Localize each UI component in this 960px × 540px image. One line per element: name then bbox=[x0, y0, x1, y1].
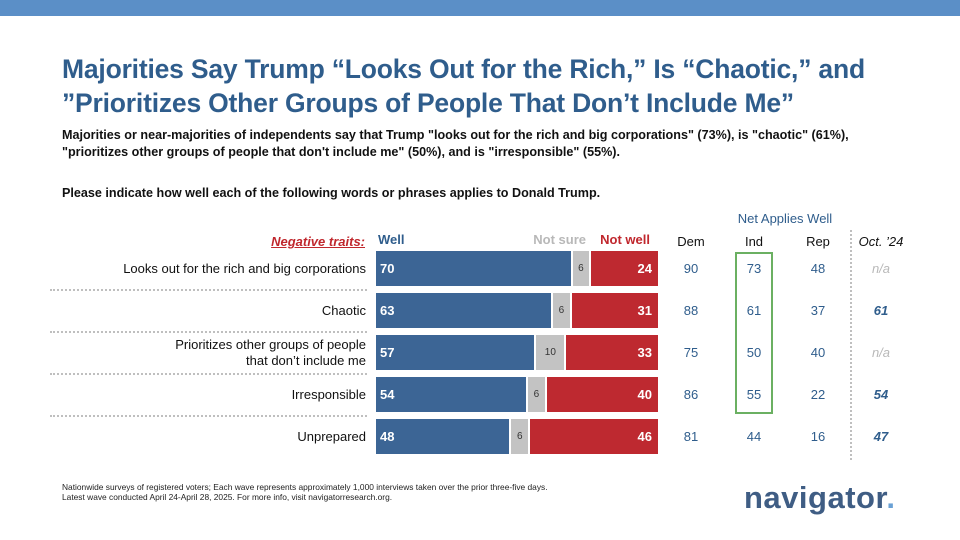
category-label-line: Chaotic bbox=[321, 302, 366, 318]
bar-not-well bbox=[591, 251, 658, 286]
legend-not-well: Not well bbox=[600, 232, 650, 247]
category-label-line: Looks out for the rich and big corporati… bbox=[123, 260, 366, 276]
bar-label-not-well: 40 bbox=[637, 387, 652, 402]
bar-not-sure bbox=[528, 377, 545, 412]
column-divider bbox=[850, 230, 852, 460]
negative-traits-label: Negative traits: bbox=[271, 234, 365, 249]
row-separator bbox=[50, 415, 367, 417]
net-value-rep: 48 bbox=[810, 261, 826, 276]
net-value-oct: 54 bbox=[873, 387, 889, 402]
title-line-1: Majorities Say Trump “Looks Out for the … bbox=[62, 54, 865, 84]
col-header-dem: Dem bbox=[677, 234, 705, 249]
top-band bbox=[0, 0, 960, 16]
category-label-line: that don’t include me bbox=[246, 352, 366, 368]
bar-label-well: 63 bbox=[380, 303, 395, 318]
net-value-dem: 90 bbox=[683, 261, 699, 276]
bar-label-well: 70 bbox=[380, 261, 395, 276]
net-value-ind: 50 bbox=[746, 345, 762, 360]
net-value-oct: n/a bbox=[871, 345, 891, 360]
bar-not-well bbox=[546, 377, 658, 412]
navigator-logo: navigator. bbox=[744, 480, 896, 515]
bar-not-well bbox=[571, 293, 658, 328]
net-value-rep: 22 bbox=[810, 387, 826, 402]
title-line-2: ”Prioritizes Other Groups of People That… bbox=[62, 88, 794, 118]
net-value-dem: 75 bbox=[683, 345, 699, 360]
footnote-line-1: Nationwide surveys of registered voters;… bbox=[62, 482, 548, 492]
bar-label-not-well: 24 bbox=[637, 261, 652, 276]
row-separator bbox=[50, 373, 367, 375]
net-value-dem: 88 bbox=[683, 303, 699, 318]
bar-well bbox=[376, 335, 535, 370]
category-label-line: Irresponsible bbox=[291, 386, 366, 402]
bar-label-well: 57 bbox=[380, 345, 395, 360]
row-separator bbox=[50, 331, 367, 333]
ind-highlight-box bbox=[735, 252, 773, 414]
category-label: Looks out for the rich and big corporati… bbox=[60, 261, 366, 277]
bar-not-well bbox=[530, 419, 658, 454]
bar-label-well: 48 bbox=[380, 429, 395, 444]
col-header-ind: Ind bbox=[744, 234, 764, 249]
category-label: Unprepared bbox=[60, 429, 366, 445]
category-label: Irresponsible bbox=[60, 387, 366, 403]
net-value-dem: 81 bbox=[683, 429, 699, 444]
col-header-rep: Rep bbox=[806, 234, 830, 249]
net-value-ind: 44 bbox=[746, 429, 762, 444]
net-value-oct: 61 bbox=[873, 303, 889, 318]
net-value-oct: n/a bbox=[871, 261, 891, 276]
bar-not-sure bbox=[572, 251, 590, 286]
bar-well bbox=[376, 377, 527, 412]
subtitle-line-1: Majorities or near-majorities of indepen… bbox=[62, 128, 849, 142]
bar-label-not-sure: 6 bbox=[533, 389, 540, 400]
bar-label-not-sure: 6 bbox=[558, 305, 565, 316]
bar-label-not-sure: 10 bbox=[544, 347, 556, 358]
bar-label-not-well: 46 bbox=[637, 429, 652, 444]
net-value-rep: 37 bbox=[810, 303, 826, 318]
category-label: Chaotic bbox=[60, 303, 366, 319]
legend-not-sure: Not sure bbox=[533, 232, 586, 247]
question-text: Please indicate how well each of the fol… bbox=[62, 186, 601, 200]
col-header-oct-24: Oct. ’24 bbox=[858, 234, 904, 249]
footnote: Nationwide surveys of registered voters;… bbox=[62, 482, 682, 502]
bar-label-not-well: 33 bbox=[637, 345, 652, 360]
net-value-ind: 55 bbox=[746, 387, 762, 402]
category-label-line: Unprepared bbox=[297, 428, 366, 444]
bar-label-not-sure: 6 bbox=[516, 431, 523, 442]
category-label-line: Prioritizes other groups of people bbox=[175, 336, 366, 352]
net-value-rep: 40 bbox=[810, 345, 826, 360]
row-separator bbox=[50, 289, 367, 291]
net-value-rep: 16 bbox=[810, 429, 826, 444]
bar-not-well bbox=[566, 335, 658, 370]
net-applies-well-header: Net Applies Well bbox=[737, 211, 833, 226]
net-value-ind: 61 bbox=[746, 303, 762, 318]
net-value-oct: 47 bbox=[873, 429, 889, 444]
bar-label-well: 54 bbox=[380, 387, 395, 402]
legend-well: Well bbox=[378, 232, 405, 247]
bar-not-sure bbox=[553, 293, 570, 328]
page-title: Majorities Say Trump “Looks Out for the … bbox=[62, 52, 942, 120]
bar-well bbox=[376, 419, 510, 454]
footnote-line-2: Latest wave conducted April 24-April 28,… bbox=[62, 492, 393, 502]
net-value-ind: 73 bbox=[746, 261, 762, 276]
bar-well bbox=[376, 251, 571, 286]
category-label: Prioritizes other groups of people that d… bbox=[60, 337, 366, 369]
bar-label-not-sure: 6 bbox=[578, 263, 584, 274]
bar-not-sure bbox=[511, 419, 529, 454]
subtitle: Majorities or near-majorities of indepen… bbox=[62, 127, 942, 161]
bar-well bbox=[376, 293, 552, 328]
subtitle-line-2: "prioritizes other groups of people that… bbox=[62, 145, 620, 159]
net-value-dem: 86 bbox=[683, 387, 699, 402]
bar-label-not-well: 31 bbox=[637, 303, 652, 318]
bar-not-sure bbox=[536, 335, 565, 370]
